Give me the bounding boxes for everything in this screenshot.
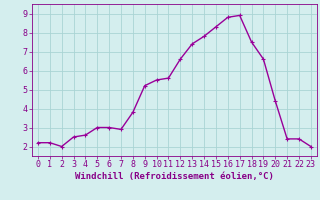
- X-axis label: Windchill (Refroidissement éolien,°C): Windchill (Refroidissement éolien,°C): [75, 172, 274, 181]
